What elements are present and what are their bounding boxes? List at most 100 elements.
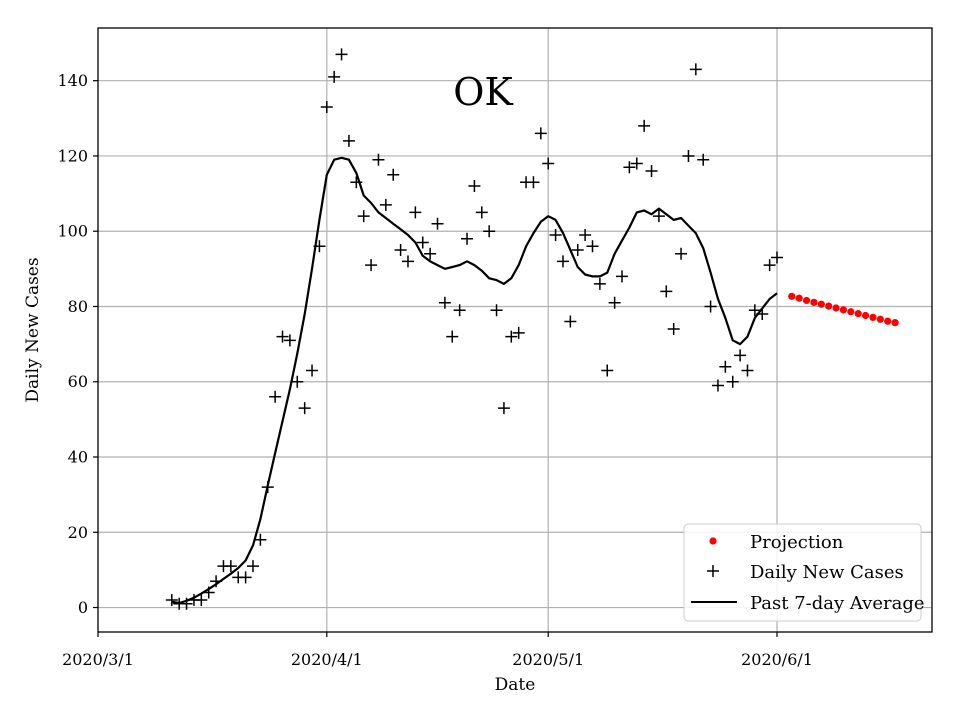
daily-case-point	[711, 379, 724, 392]
daily-case-point	[438, 296, 451, 309]
daily-case-point	[320, 101, 333, 114]
daily-case-point	[269, 390, 282, 403]
daily-case-point	[409, 206, 422, 219]
daily-case-point	[468, 180, 481, 193]
daily-case-point	[387, 168, 400, 181]
y-tick-label: 60	[68, 372, 88, 391]
projection-point	[817, 300, 825, 308]
projection-point	[839, 306, 848, 314]
daily-case-point	[667, 323, 680, 336]
legend-average-label: Past 7-day Average	[750, 593, 925, 614]
daily-case-point	[675, 247, 688, 260]
daily-case-point	[638, 119, 651, 132]
x-tick-label: 2020/5/1	[512, 650, 584, 669]
projection-point	[861, 311, 870, 320]
daily-case-point	[719, 360, 732, 373]
y-tick-label: 140	[57, 71, 88, 90]
daily-case-point	[357, 210, 370, 223]
projection-point	[847, 308, 855, 316]
daily-case-point	[261, 481, 274, 494]
y-tick-label: 100	[57, 222, 88, 241]
daily-case-point	[763, 259, 776, 272]
daily-case-point	[726, 375, 739, 388]
daily-case-point	[483, 225, 496, 238]
projection-point	[884, 317, 892, 325]
daily-case-point	[313, 240, 326, 253]
projection-point	[869, 313, 877, 321]
projection-point	[854, 310, 862, 318]
daily-case-point	[497, 402, 510, 415]
x-tick-label: 2020/6/1	[741, 650, 813, 669]
daily-case-point	[771, 251, 784, 264]
daily-case-point	[623, 161, 636, 174]
daily-case-point	[461, 232, 474, 245]
y-tick-label: 120	[57, 146, 88, 165]
x-tick-label: 2020/3/1	[62, 650, 134, 669]
daily-case-point	[372, 153, 385, 166]
legend: Projection Daily New Cases Past 7-day Av…	[683, 523, 925, 622]
daily-case-point	[616, 270, 629, 283]
legend-projection-marker	[709, 537, 717, 545]
daily-case-point	[682, 149, 695, 162]
daily-case-point	[446, 330, 459, 343]
daily-case-point	[401, 255, 414, 268]
daily-case-point	[165, 594, 178, 607]
daily-case-point	[453, 304, 466, 317]
daily-case-point	[379, 198, 392, 211]
series-layer	[165, 48, 899, 610]
daily-case-point	[697, 153, 710, 166]
y-tick-label: 20	[68, 523, 88, 542]
daily-case-point	[291, 375, 304, 388]
daily-case-point	[328, 70, 341, 83]
projection-point	[810, 298, 818, 306]
daily-case-point	[202, 586, 215, 599]
daily-case-point	[534, 127, 547, 140]
projection-point	[788, 292, 796, 300]
daily-case-point	[195, 594, 208, 607]
daily-case-point	[298, 402, 311, 415]
daily-case-point	[748, 304, 761, 317]
projection-point	[802, 296, 811, 305]
daily-case-point	[556, 255, 569, 268]
daily-case-point	[741, 364, 754, 377]
legend-daily-cases-marker	[707, 565, 719, 577]
daily-case-point	[704, 300, 717, 313]
daily-case-point	[652, 210, 665, 223]
daily-case-point	[564, 315, 577, 328]
daily-case-point	[542, 157, 555, 170]
daily-case-point	[254, 533, 267, 546]
y-axis-label: Daily New Cases	[23, 257, 43, 402]
daily-case-point	[239, 571, 252, 584]
daily-case-point	[283, 334, 296, 347]
daily-case-point	[586, 240, 599, 253]
x-tick-label: 2020/4/1	[291, 650, 363, 669]
projection-point	[832, 304, 840, 312]
daily-case-point	[579, 228, 592, 241]
daily-case-point	[571, 244, 584, 257]
daily-case-point	[306, 364, 319, 377]
y-axis-ticks: 0 20 40 60 80 100 120 140	[57, 71, 98, 617]
daily-case-point	[601, 364, 614, 377]
daily-case-point	[350, 176, 363, 189]
daily-case-point	[608, 296, 621, 309]
daily-case-point	[756, 308, 769, 321]
daily-case-point	[431, 217, 444, 230]
daily-case-point	[734, 349, 747, 362]
daily-case-point	[490, 304, 503, 317]
x-axis-ticks: 2020/3/1 2020/4/1 2020/5/1 2020/6/1	[62, 632, 813, 669]
daily-case-point	[416, 236, 429, 249]
legend-projection-label: Projection	[750, 532, 844, 553]
x-axis-label: Date	[495, 675, 536, 695]
daily-case-point	[224, 560, 237, 573]
projection-point	[825, 302, 833, 310]
daily-case-point	[276, 330, 289, 343]
daily-case-point	[475, 206, 488, 219]
daily-case-point	[645, 165, 658, 178]
grid-layer	[98, 28, 932, 632]
daily-case-point	[505, 330, 518, 343]
daily-case-point	[394, 244, 407, 257]
daily-case-point	[630, 157, 643, 170]
daily-case-point	[424, 247, 437, 260]
projection-point	[795, 294, 803, 302]
